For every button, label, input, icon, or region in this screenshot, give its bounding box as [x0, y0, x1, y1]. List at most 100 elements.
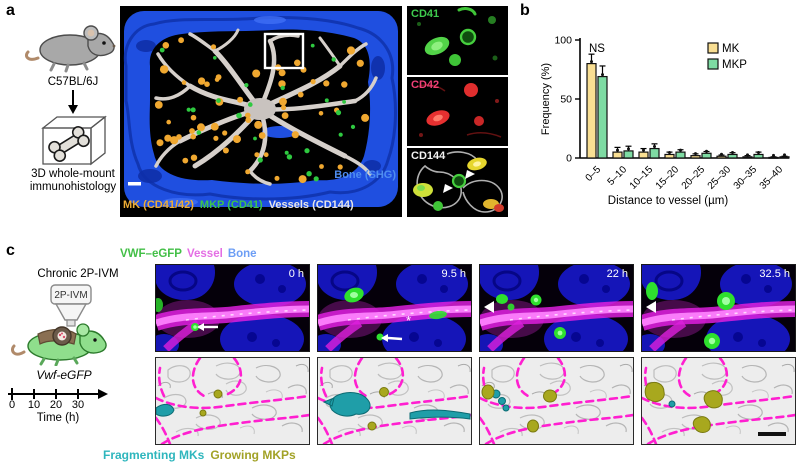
render-frame-1-art: [156, 358, 309, 444]
objective-label-text: 2P-IVM: [54, 290, 87, 301]
bone-channel-label: Bone: [227, 248, 257, 260]
data-point: [616, 148, 619, 152]
render-frame-4: [641, 357, 796, 445]
bar-mkp-1: [623, 150, 634, 159]
x-tick-label: 25–30: [706, 164, 734, 192]
legend-swatch-mkp: [707, 58, 719, 70]
timeline-axis-label: Time (h): [36, 412, 80, 424]
x-tick-label: 20–25: [680, 164, 708, 192]
mouse-eye: [102, 41, 106, 45]
bar-mk-1: [612, 151, 623, 159]
mouse-ear: [76, 323, 90, 337]
y-axis-title: Frequency (%): [540, 63, 552, 135]
ivm-frame-32-5h-art: [642, 265, 795, 351]
mkp-legend-label: MKP (CD41): [199, 199, 263, 211]
arrowhead-32-5h: [646, 301, 656, 313]
data-point: [601, 73, 604, 77]
arrow-9-5h: [387, 336, 403, 341]
timestamp-0h: 0 h: [288, 268, 304, 280]
bone-shg-label: Bone (SHG): [334, 169, 396, 181]
render-frame-2: [317, 357, 472, 445]
panel-a-letter: a: [6, 2, 15, 19]
bone-cube-illustration: [41, 115, 107, 166]
ns-annotation: NS: [589, 43, 605, 55]
inset-cd42: CD42: [407, 77, 508, 146]
timestamp-9-5h: 9.5 h: [441, 268, 466, 280]
timestamp-22h: 22 h: [606, 268, 628, 280]
wholemount-art: [120, 6, 402, 217]
bar-mk-6: [742, 156, 753, 159]
bar-mkp-6: [753, 153, 764, 159]
bar-mk-0: [586, 62, 597, 159]
channel-legend: VWF–eGFP Vessel Bone: [120, 248, 257, 260]
roi-box: [263, 32, 305, 70]
data-point: [668, 150, 671, 154]
wholemount-microscopy-image: Bone (SHG) MK (CD41/42) MKP (CD41) Vessels…: [120, 6, 402, 217]
bar-mkp-4: [701, 152, 712, 159]
mouse-eye: [93, 338, 97, 342]
bar-mkp-5: [727, 153, 738, 159]
ivm-frame-9-5h: 9.5 h *: [317, 264, 472, 352]
x-tick-label: 15–20: [654, 164, 682, 192]
timeline-axis: [8, 388, 108, 400]
bar-mkp-2: [649, 147, 660, 159]
legend-label-mk: MK: [722, 43, 740, 55]
scale-bar: [128, 182, 141, 186]
y-tick-label: 100: [554, 35, 572, 47]
frequency-bar-chart: 0 50 100 Frequency (%) 0–5 5–1010–1515–2020–2…: [540, 35, 790, 207]
inset-cd42-art: [407, 77, 508, 146]
render-frame-3-art: [480, 358, 633, 444]
render-frame-1: [155, 357, 310, 445]
strain-label: C57BL/6J: [47, 76, 99, 88]
wholemount-legend: MK (CD41/42) MKP (CD41) Vessels (CD144): [123, 195, 360, 213]
inset-cd41-label: CD41: [411, 8, 440, 20]
mouse-legs: [39, 356, 79, 366]
growing-mkps-label: Growing MKPs: [210, 448, 296, 462]
render-frame-2-art: [318, 358, 471, 444]
ivm-frame-32-5h: 32.5 h: [641, 264, 796, 352]
data-point: [627, 147, 630, 151]
method-label: 3D whole-mount immunohistology: [29, 168, 117, 193]
mouse-legs: [49, 61, 89, 73]
panel-c-letter: c: [6, 242, 15, 259]
fragmenting-mks-label: Fragmenting MKs: [103, 448, 205, 462]
mouse-head: [79, 330, 107, 354]
x-axis-title: Distance to vessel (µm): [608, 195, 729, 207]
timestamp-32-5h: 32.5 h: [759, 268, 790, 280]
render-frame-3: [479, 357, 634, 445]
x-tick-label: 10–15: [628, 164, 656, 192]
vessel-channel-label: Vessel: [186, 248, 223, 260]
data-point: [720, 152, 723, 156]
data-point: [642, 148, 645, 152]
mk-legend-label: MK (CD41/42): [123, 199, 194, 211]
ivm-frame-22h-art: [480, 265, 633, 351]
vwf-channel-label: VWF–eGFP: [120, 248, 182, 260]
inset-cd144-label: CD144: [411, 150, 446, 162]
legend-swatch-mk: [707, 42, 719, 54]
vessels-legend-label: Vessels (CD144): [268, 199, 354, 211]
cd144-arrowhead-1: [465, 170, 475, 179]
data-point: [783, 153, 786, 157]
bar-mk-5: [716, 155, 727, 159]
data-point: [705, 149, 708, 153]
asterisk-marker: *: [406, 313, 412, 328]
timeline-tick-labels: 0 10 20 30: [8, 399, 85, 411]
bar-mkp-3: [675, 151, 686, 159]
mk-mkp-dot-scatter: [154, 37, 370, 184]
y-tick-label: 50: [560, 94, 572, 106]
y-tick-label: 0: [566, 153, 572, 165]
x-tick-label: 5–10: [606, 164, 630, 188]
data-point: [694, 152, 697, 156]
bar-mk-3: [664, 153, 675, 159]
cd144-arrowhead-2: [443, 184, 453, 193]
ivm-frame-0h: 0 h: [155, 264, 310, 352]
inset-cd41-art: [407, 6, 508, 75]
data-point: [757, 150, 760, 154]
bone-shape: [48, 126, 90, 162]
inset-cd144: CD144: [407, 148, 508, 217]
data-point: [590, 60, 593, 64]
down-arrow-icon: [68, 90, 78, 114]
arrowhead-22h: [484, 301, 494, 313]
data-point: [679, 148, 682, 152]
